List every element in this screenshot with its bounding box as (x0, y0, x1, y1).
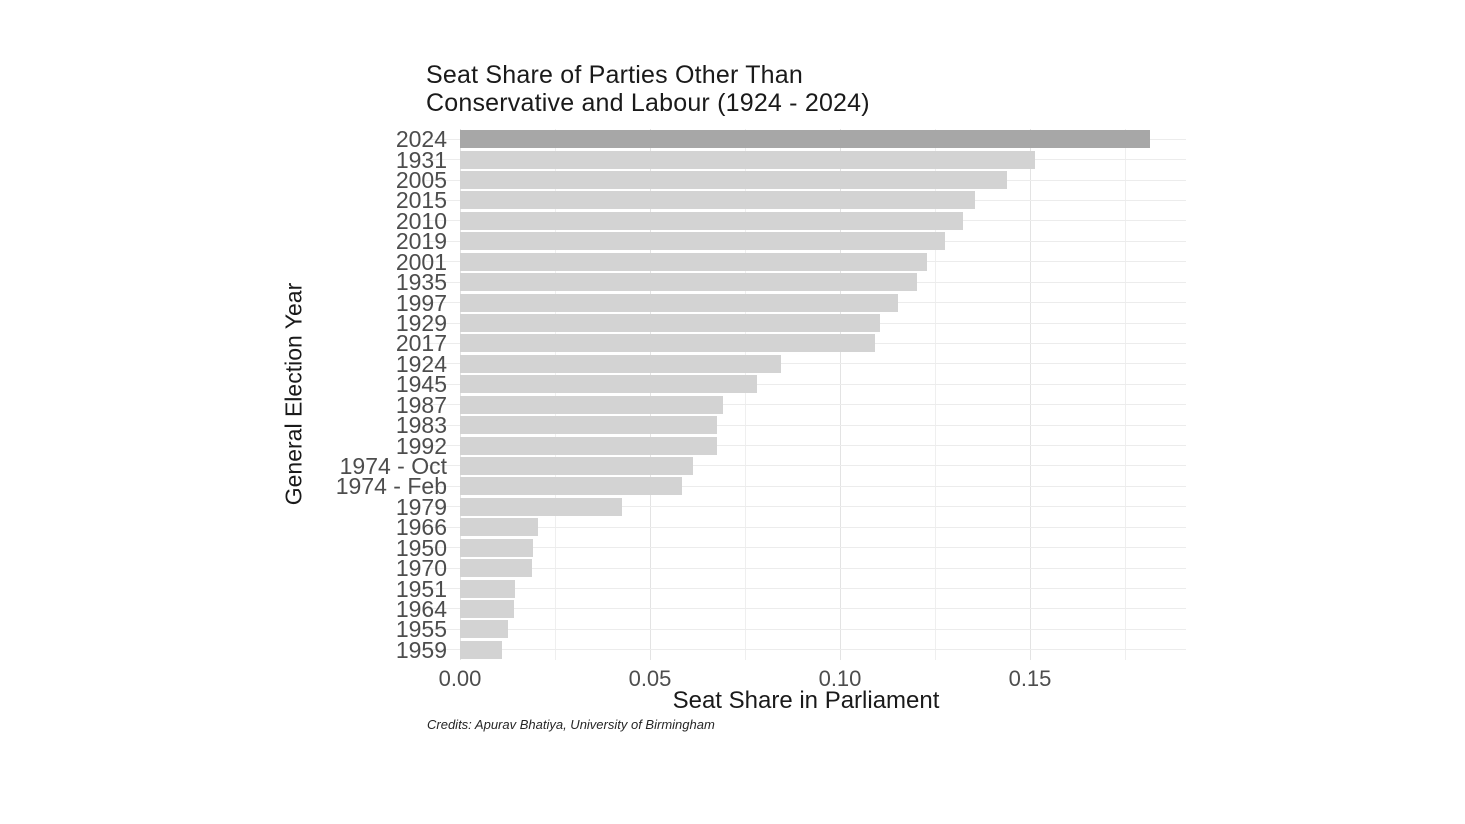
y-tick-label: 2001 (395, 248, 447, 275)
bar-1964 (460, 599, 515, 618)
bar-1974 - Feb (460, 477, 682, 496)
bar-1997 (460, 293, 899, 312)
gridline-row (426, 526, 1186, 528)
bar-1951 (460, 579, 515, 598)
bar-1945 (460, 375, 757, 394)
bar-1979 (460, 497, 622, 516)
y-tick-label: 1964 (395, 595, 447, 622)
bar-2015 (460, 191, 975, 210)
gridline-major-vertical (1030, 129, 1031, 660)
y-tick-label: 1966 (395, 514, 447, 541)
gridline-row (426, 567, 1186, 569)
gridline-major-vertical (650, 129, 651, 660)
bar-1950 (460, 538, 533, 557)
bar-1987 (460, 395, 723, 414)
gridline-row (426, 588, 1186, 590)
bar-1966 (460, 518, 539, 537)
y-tick-label: 1983 (395, 412, 447, 439)
y-tick-label: 2005 (395, 167, 447, 194)
bar-2010 (460, 211, 963, 230)
plot-panel (426, 129, 1186, 660)
gridline-major-vertical (460, 129, 461, 660)
gridline-major-vertical (840, 129, 841, 660)
y-tick-label: 1935 (395, 269, 447, 296)
gridline-minor-vertical (745, 129, 746, 660)
y-tick-label: 2017 (395, 330, 447, 357)
chart-title: Seat Share of Parties Other Than Conserv… (426, 61, 870, 117)
bar-1929 (460, 314, 881, 333)
gridline-row (426, 383, 1186, 385)
bar-1955 (460, 620, 509, 639)
gridline-minor-vertical (1125, 129, 1126, 660)
x-tick-labels: 0.00 0.05 0.10 0.15 (426, 666, 1186, 692)
bar-2019 (460, 232, 946, 251)
gridline-row (426, 608, 1186, 610)
y-tick-label: 1992 (395, 432, 447, 459)
y-tick-label: 1974 - Oct (339, 452, 447, 479)
x-tick-label: 0.05 (628, 666, 672, 691)
y-tick-label: 1955 (395, 616, 447, 643)
bar-1974 - Oct (460, 456, 694, 475)
gridline-row (426, 445, 1186, 447)
bar-1931 (460, 150, 1035, 169)
bar-1924 (460, 354, 782, 373)
bar-1983 (460, 416, 718, 435)
bar-2001 (460, 252, 928, 271)
bar-1935 (460, 273, 918, 292)
y-tick-label: 2024 (395, 126, 447, 153)
x-tick-label: 0.00 (438, 666, 482, 691)
gridline-row (426, 485, 1186, 487)
gridline-row (426, 465, 1186, 467)
chart-title-line2: Conservative and Labour (1924 - 2024) (426, 89, 870, 117)
bar-1992 (460, 436, 717, 455)
y-tick-label: 1945 (395, 371, 447, 398)
gridline-row (426, 363, 1186, 365)
y-tick-label: 2019 (395, 228, 447, 255)
gridline-row (426, 424, 1186, 426)
x-tick-label: 0.10 (818, 666, 862, 691)
x-tick-label: 0.15 (1008, 666, 1052, 691)
y-tick-label: 1950 (395, 534, 447, 561)
y-tick-label: 2015 (395, 187, 447, 214)
y-tick-label: 2010 (395, 207, 447, 234)
y-tick-label: 1929 (395, 310, 447, 337)
y-tick-label: 1959 (395, 636, 447, 663)
bar-2024 (460, 130, 1150, 149)
gridline-row (426, 628, 1186, 630)
y-tick-label: 1970 (395, 555, 447, 582)
y-tick-labels: 2024 1931 2005 2015 2010 2019 2001 1935 1997 1929… (290, 126, 447, 663)
y-tick-label: 1979 (395, 493, 447, 520)
gridline-minor-vertical (555, 129, 556, 660)
credits: Credits: Apurav Bhatiya, University of B… (427, 717, 715, 732)
bar-1970 (460, 559, 533, 578)
y-tick-label: 1974 - Feb (335, 473, 447, 500)
y-tick-label: 1987 (395, 391, 447, 418)
chart-title-line1: Seat Share of Parties Other Than (426, 61, 803, 89)
gridline-row (426, 547, 1186, 549)
gridline-row (426, 506, 1186, 508)
y-tick-label: 1951 (395, 575, 447, 602)
bar-2005 (460, 171, 1008, 190)
x-axis-title: Seat Share in Parliament (672, 687, 940, 714)
y-tick-label: 1924 (395, 350, 447, 377)
bar-2017 (460, 334, 875, 353)
y-tick-label: 1997 (395, 289, 447, 316)
y-tick-label: 1931 (395, 146, 447, 173)
bar-1959 (460, 640, 503, 659)
gridline-row (426, 404, 1186, 406)
gridline-minor-vertical (935, 129, 936, 660)
gridline-row (426, 649, 1186, 651)
